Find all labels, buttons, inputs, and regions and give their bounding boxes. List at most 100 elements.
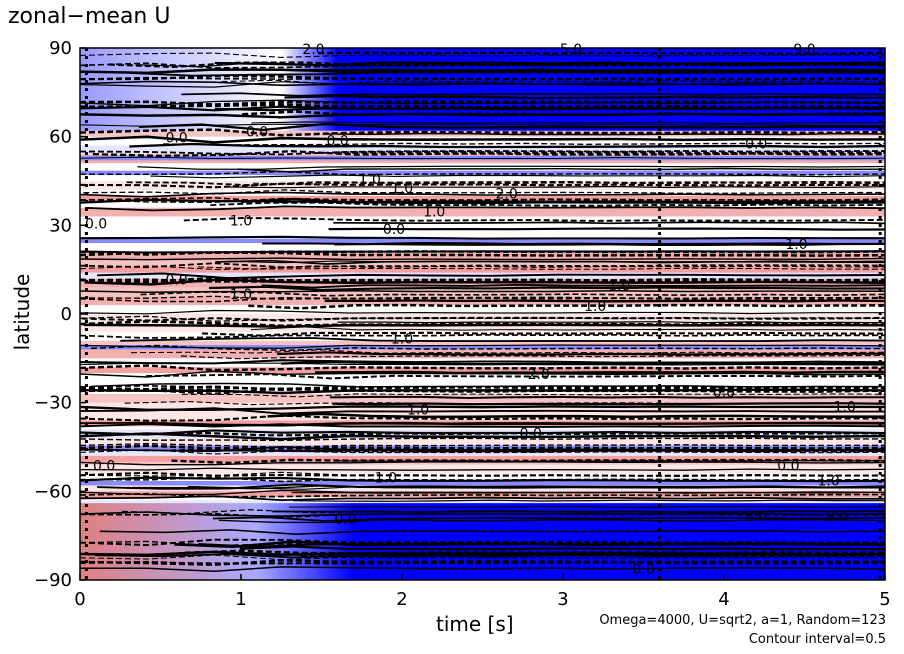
contour-line [129,142,886,149]
contour-line [79,278,886,283]
contour-line [126,181,886,187]
contour-label: 0.0 [335,512,357,528]
contour-line [187,485,886,490]
contour-line [79,315,886,322]
negative-band [80,238,885,244]
band-fill [80,376,885,385]
contour-line [197,265,886,270]
contour-line [240,197,886,204]
contour-line [332,402,886,406]
band-fill [80,251,885,261]
contour-line [79,449,886,455]
positive-band [80,455,885,462]
y-tick-label: −30 [34,393,72,414]
contour-line [181,393,886,398]
contour-line [79,309,885,315]
contour-line [181,92,886,97]
contour-line [239,545,886,551]
band-fill [80,172,885,181]
band-fill [80,145,885,155]
contour-interval-note: Contour interval=0.5 [748,632,886,647]
positive-band [80,266,885,273]
contour-label: 2.0 [496,187,518,203]
contour-label: 1.0 [230,213,252,229]
contour-line [288,505,886,509]
contour-line [79,489,886,496]
contour-line [80,566,886,572]
contour-line [318,51,886,55]
contour-line [79,471,886,477]
band-fill [80,473,885,483]
contour-line [88,560,885,565]
contour-label: 1.0 [785,237,807,253]
contour-line [79,251,886,257]
contour-line [334,150,886,155]
contour-label: 0.0 [713,385,735,401]
contour-label: 1.0 [818,473,840,489]
chart-title: zonal−mean U [8,4,171,29]
contour-line [228,260,886,264]
contour-label: 1.0 [359,172,381,188]
contour-line [221,79,886,85]
contour-line [208,285,886,291]
positive-band [80,491,885,498]
contour-line [79,135,886,144]
contour-line [79,250,886,254]
contour-line [79,76,886,81]
contour-label: 1.0 [584,299,606,315]
parameter-note: Omega=4000, U=sqrt2, a=1, Random=123 [599,613,886,628]
contour-line [281,360,886,366]
contour-line [237,167,886,173]
contour-line [140,291,886,297]
contour-line [79,52,886,58]
contour-line [248,303,886,310]
contour-label: 1.0 [423,204,445,220]
contour-line [92,150,886,157]
contour-line [79,262,886,269]
contour-line [79,103,886,109]
contour-label: 0.0 [165,131,187,147]
contour-line [277,351,886,356]
contour-line [145,373,886,380]
contour-line [262,242,886,246]
contour-line [261,283,886,289]
contour-line [79,495,885,501]
contour-line [79,432,886,441]
contour-line [79,320,886,328]
contour-label: 2.0 [528,367,550,383]
band-fill [80,331,885,341]
x-tick-label: 0 [74,589,85,610]
band-fill [80,269,885,279]
x-tick-label: 4 [718,589,729,610]
y-tick-label: 0 [61,304,72,325]
contour-line [79,235,886,240]
contour-line [79,364,886,372]
contour-line [138,122,886,132]
contour-line [79,128,886,137]
contour-labels: 2.0 5.0 9.00.0 0.00.0 0.01.01.0 2.01.01.00.0 0… [85,42,856,578]
contour-line [79,492,886,498]
band-fill [80,163,885,173]
contour-line [79,471,886,477]
contour-label: 1.0 [391,332,413,348]
contour-line [79,182,886,189]
contour-line [79,197,886,204]
contour-line [79,405,886,411]
contour-line [79,538,886,547]
contour-line [79,512,886,519]
band-fill [80,207,885,217]
contour-line [251,326,886,331]
contour-line [79,198,886,205]
contour-line [79,387,886,395]
contour-line [163,142,886,146]
contour-label: 0.0 [777,459,799,475]
contour-line [79,265,886,270]
contour-line [79,388,886,395]
contour-line [328,227,886,231]
contour-line [137,165,886,170]
north-polar-jet [80,48,885,131]
band-fill [80,438,885,447]
contour-line [284,94,886,100]
contour-label: 2.0 [302,42,324,58]
